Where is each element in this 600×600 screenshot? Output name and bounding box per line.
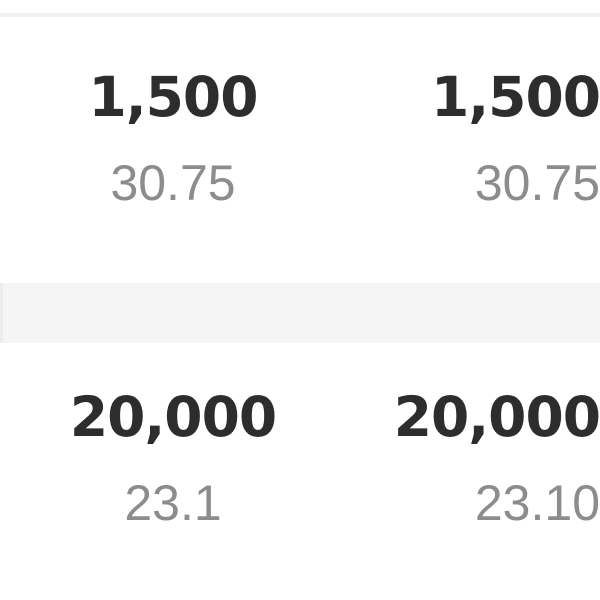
stat-value: 20,000 — [393, 385, 600, 449]
stat-cell: 20,000 23.1 — [0, 385, 346, 531]
stat-cell: 1,500 30.75 — [370, 65, 600, 211]
stat-subvalue: 23.1 — [124, 475, 222, 531]
stat-value: 1,500 — [88, 65, 259, 129]
stat-subvalue: 23.10 — [474, 475, 600, 531]
section-separator — [0, 283, 600, 343]
stat-subvalue: 30.75 — [474, 155, 600, 211]
stat-value: 1,500 — [431, 65, 600, 129]
divider — [0, 13, 600, 17]
stat-subvalue: 30.75 — [110, 155, 236, 211]
stat-value: 20,000 — [69, 385, 277, 449]
stat-cell: 1,500 30.75 — [0, 65, 346, 211]
stat-cell: 20,000 23.10 — [370, 385, 600, 531]
